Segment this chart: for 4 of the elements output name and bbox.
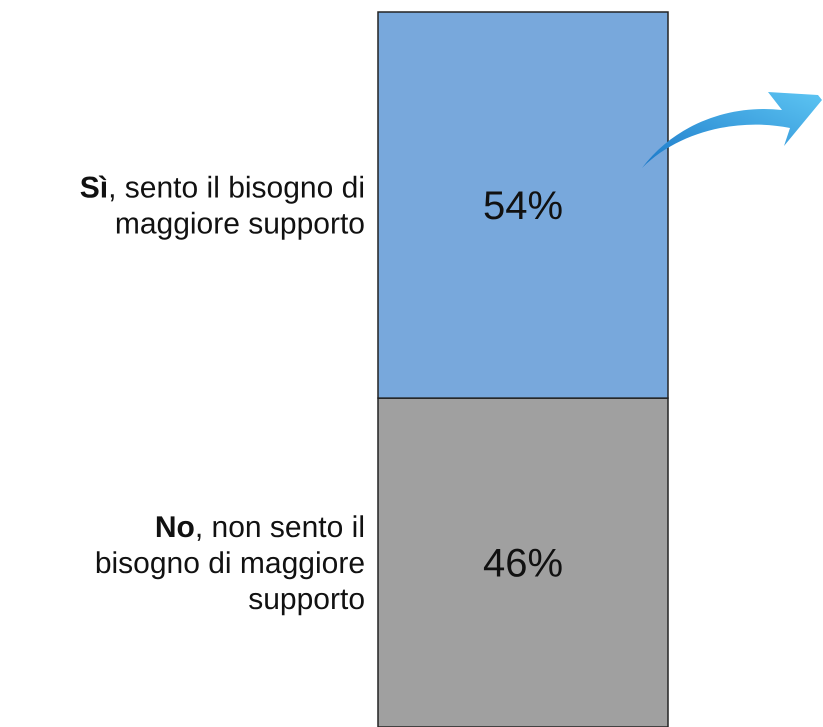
data-label: 54% bbox=[482, 184, 564, 228]
data-label: 46% bbox=[482, 542, 564, 586]
text: Sì, sento il bisogno di maggiore supporto bbox=[80, 172, 365, 241]
text: No, non sento il bisogno di maggiore supporto bbox=[94, 511, 365, 616]
